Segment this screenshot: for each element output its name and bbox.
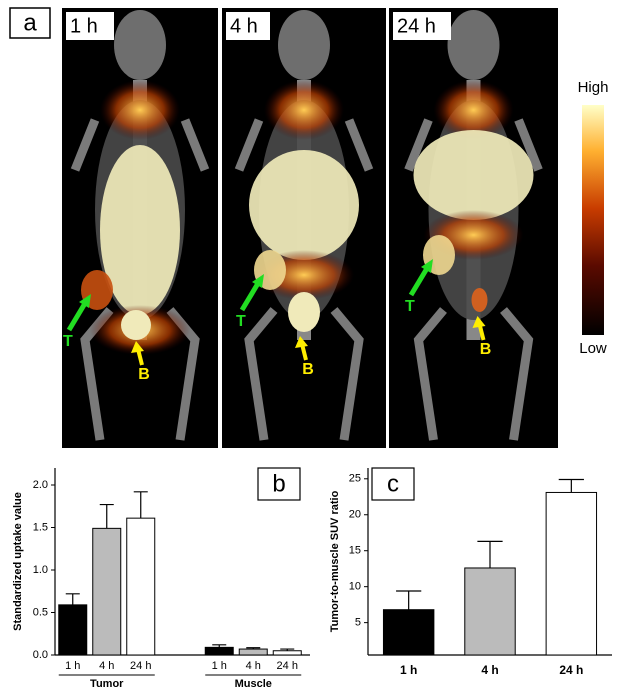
bar	[92, 527, 122, 656]
colorbar-high: High	[578, 79, 609, 96]
time-label-box	[66, 12, 114, 40]
x-tick-label: 1 h	[212, 660, 227, 672]
y-tick-label: 10	[349, 581, 361, 593]
y-tick-label: 15	[349, 545, 361, 557]
panel-label: c	[387, 470, 399, 497]
x-tick-label: 1 h	[400, 663, 417, 677]
liver	[249, 150, 359, 260]
error-bar	[396, 590, 422, 610]
hot-region	[100, 80, 180, 140]
tumor-marker: T	[63, 333, 73, 350]
pet-images: 1 h T B 4 h T B 24 h T B	[62, 8, 558, 448]
bone-marker: B	[138, 366, 150, 383]
error-bar	[280, 648, 295, 651]
x-tick-label: 1 h	[65, 660, 80, 672]
tumor-arrowhead	[421, 259, 433, 273]
bar	[126, 517, 156, 656]
bone-marker: B	[302, 361, 314, 378]
y-axis-label: Standardized uptake value	[12, 492, 24, 631]
y-tick-label: 2.0	[33, 479, 48, 491]
panel-label: b	[272, 470, 285, 497]
tumor-arrowhead	[252, 274, 264, 288]
skull	[114, 10, 166, 80]
bar	[382, 609, 435, 656]
time-label-box	[393, 12, 451, 40]
y-tick-label: 0.5	[33, 606, 48, 618]
bar	[204, 646, 234, 656]
error-bar	[477, 540, 503, 568]
error-bar	[99, 503, 114, 529]
group-label: Muscle	[235, 678, 272, 690]
liver	[100, 145, 180, 315]
colorbar	[582, 105, 604, 335]
panel-label-box	[9, 7, 51, 39]
time-label: 24 h	[397, 15, 436, 37]
error-bar	[212, 644, 227, 648]
bar	[464, 567, 516, 656]
y-tick-label: 1.0	[33, 564, 48, 576]
bone-arrowhead	[131, 341, 144, 353]
x-tick-label: 24 h	[559, 663, 583, 677]
error-bar	[65, 593, 80, 605]
tumor-arrowhead	[79, 294, 91, 308]
panel-label-box	[257, 467, 301, 501]
time-label: 4 h	[230, 15, 258, 37]
panel-label: a	[23, 9, 37, 36]
tumor-marker: T	[405, 298, 415, 315]
bladder	[121, 310, 151, 340]
y-tick-label: 25	[349, 473, 361, 485]
skull	[278, 10, 330, 80]
x-tick-label: 24 h	[130, 660, 151, 672]
x-tick-label: 4 h	[99, 660, 114, 672]
legs	[404, 118, 543, 441]
bladder	[288, 292, 320, 332]
colorbar-low: Low	[579, 340, 607, 357]
x-tick-label: 24 h	[277, 660, 298, 672]
time-label: 1 h	[70, 15, 98, 37]
error-bar	[246, 647, 261, 650]
y-tick-label: 5	[355, 617, 361, 629]
legs	[234, 118, 374, 441]
error-bar	[558, 478, 584, 493]
y-tick-label: 20	[349, 509, 361, 521]
y-tick-label: 1.5	[33, 521, 48, 533]
hot-region	[264, 80, 344, 140]
bone-arrowhead	[295, 336, 308, 348]
hot-region	[433, 80, 514, 140]
bar	[238, 648, 268, 656]
panel-label-box	[371, 467, 415, 501]
y-axis-label: Tumor-to-muscle SUV ratio	[329, 490, 341, 632]
x-tick-label: 4 h	[481, 663, 498, 677]
error-bar	[133, 491, 148, 519]
skull	[447, 10, 500, 80]
bar	[58, 604, 88, 656]
bone-arrowhead	[472, 316, 486, 328]
liver	[413, 130, 534, 220]
bladder	[471, 288, 488, 312]
time-label-box	[226, 12, 270, 40]
legs	[70, 118, 210, 441]
bone-marker: B	[480, 341, 492, 358]
bar	[272, 650, 302, 656]
bar	[545, 491, 598, 656]
x-tick-label: 4 h	[246, 660, 261, 672]
y-tick-label: 0.0	[33, 649, 48, 661]
group-label: Tumor	[90, 678, 124, 690]
tumor-marker: T	[236, 313, 246, 330]
